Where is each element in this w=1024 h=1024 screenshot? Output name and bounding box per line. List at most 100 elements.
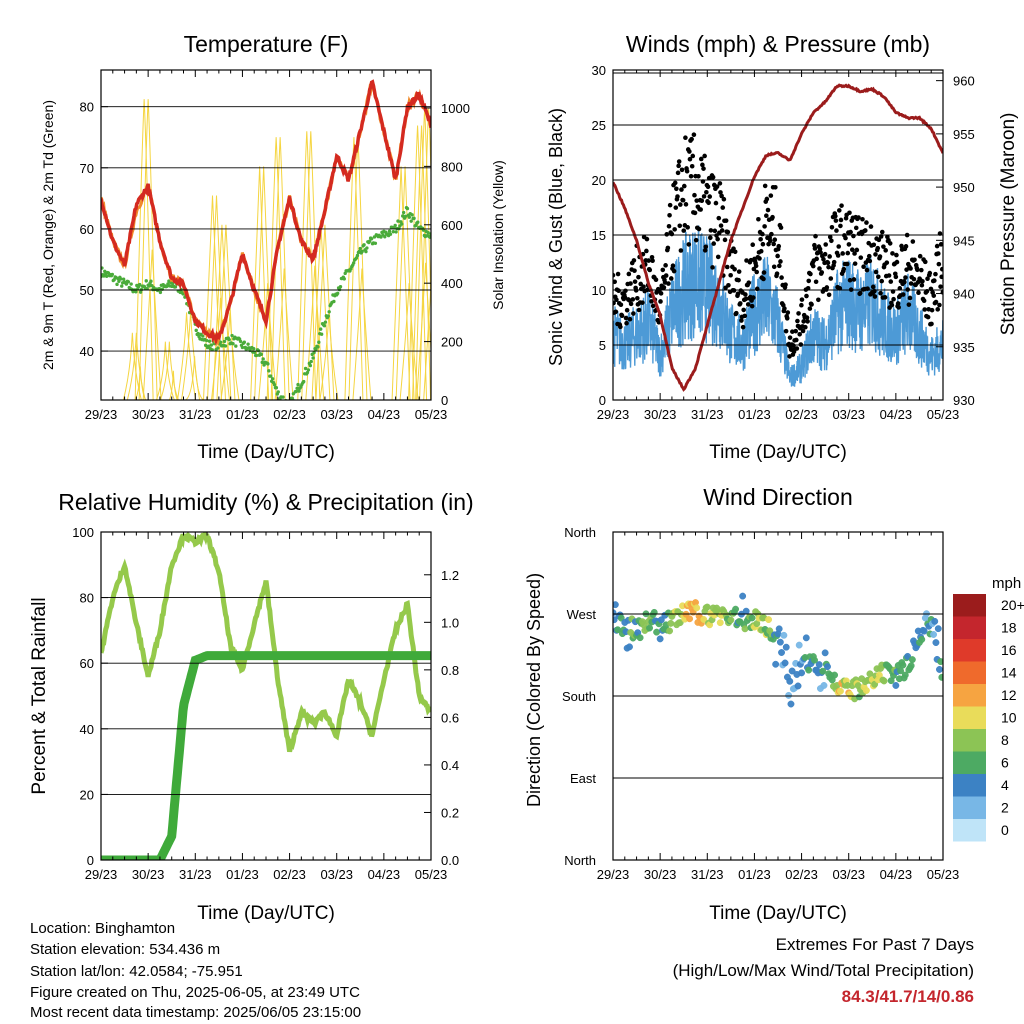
gust-point: [833, 218, 839, 223]
gust-point: [749, 303, 755, 309]
gust-point: [714, 233, 719, 238]
gust-point: [769, 231, 774, 237]
gust-point: [816, 297, 821, 303]
direction-point: [819, 667, 827, 675]
winds-plot-area: [613, 83, 943, 392]
gust-point: [870, 284, 876, 290]
gust-point: [803, 324, 808, 330]
dewpoint-point: [240, 345, 245, 350]
direction-point: [936, 666, 943, 673]
gust-point: [933, 271, 938, 277]
gust-point: [670, 263, 676, 269]
gust-point: [857, 290, 863, 296]
dewpoint-point: [144, 279, 148, 283]
temperature-ytick-label: 40: [80, 344, 94, 359]
station-pressure-line: [613, 83, 943, 392]
gust-point: [635, 295, 640, 301]
direction-ylabel-left: Direction (Colored By Speed): [524, 573, 544, 807]
gust-point: [784, 316, 790, 321]
gust-point: [664, 232, 670, 237]
gust-point: [721, 196, 727, 202]
gust-point: [663, 273, 669, 278]
gust-point: [725, 229, 731, 235]
gust-point: [851, 277, 857, 282]
colorbar-swatch: [953, 729, 986, 752]
direction-ytick-label: West: [567, 607, 597, 622]
gust-point: [794, 346, 800, 351]
winds-ylabel-left: Sonic Wind & Gust (Blue, Black): [546, 108, 566, 366]
direction-xtick-label: 01/23: [738, 867, 771, 882]
direction-point: [821, 649, 829, 657]
temperature-ytick-label: 70: [80, 161, 94, 176]
solar-insolation-line: [142, 249, 162, 400]
gust-point: [907, 295, 913, 301]
colorbar-label: 8: [1001, 732, 1009, 748]
gust-point: [920, 279, 925, 284]
gust-point: [624, 320, 629, 326]
gust-point: [837, 286, 843, 291]
dewpoint-point: [104, 274, 109, 278]
gust-point: [702, 248, 708, 253]
gust-point: [810, 263, 816, 269]
gust-point: [908, 281, 914, 286]
gust-point: [710, 265, 715, 270]
humidity-xtick-label: 02/23: [273, 867, 306, 882]
dewpoint-point: [387, 229, 392, 233]
direction-point: [613, 601, 619, 609]
gust-point: [689, 163, 695, 169]
gust-point: [726, 282, 731, 288]
gust-point: [618, 324, 623, 330]
gust-point: [777, 263, 782, 269]
gust-point: [675, 194, 680, 199]
gust-point: [667, 212, 672, 218]
gust-point: [692, 192, 697, 198]
direction-point: [931, 617, 939, 625]
gust-point: [672, 180, 678, 186]
gust-point: [787, 335, 793, 340]
gust-point: [676, 159, 682, 164]
dewpoint-point: [342, 277, 346, 281]
gust-point: [841, 266, 847, 272]
direction-point: [862, 687, 870, 694]
solar-insolation-line: [254, 166, 274, 400]
gust-point: [731, 288, 737, 293]
gust-point: [823, 242, 829, 247]
solar-insolation-line: [301, 131, 321, 400]
gust-point: [835, 253, 841, 258]
dewpoint-point: [294, 389, 298, 394]
dewpoint-point: [270, 377, 275, 381]
gust-point: [613, 300, 616, 306]
gust-point: [932, 278, 937, 283]
dewpoint-point: [394, 230, 398, 234]
dewpoint-point: [206, 344, 211, 348]
dewpoint-point: [416, 220, 420, 224]
gust-point: [849, 247, 855, 253]
humidity-plot-area: [101, 532, 431, 860]
info-timestamp: Most recent data timestamp: 2025/06/05 2…: [30, 1004, 362, 1021]
gust-point: [704, 189, 709, 195]
gust-point: [696, 173, 701, 179]
dewpoint-point: [157, 286, 162, 291]
gust-point: [737, 301, 743, 306]
gust-point: [844, 261, 850, 267]
gust-point: [804, 293, 809, 299]
winds-ytick-right-label: 955: [953, 127, 975, 142]
solar-insolation-line: [185, 356, 204, 400]
humidity-xtick-label: 01/23: [226, 867, 259, 882]
gust-point: [806, 278, 812, 284]
gust-point: [808, 271, 813, 277]
gust-point: [624, 307, 630, 313]
gust-point: [854, 247, 860, 253]
direction-point: [907, 662, 915, 670]
direction-point: [880, 677, 888, 685]
gust-point: [838, 217, 844, 223]
direction-xtick-label: 30/23: [644, 867, 677, 882]
gust-point: [675, 170, 681, 176]
gust-point: [877, 254, 883, 259]
dewpoint-point: [134, 290, 138, 294]
gust-point: [939, 266, 943, 272]
gust-point: [627, 316, 633, 322]
gust-point: [933, 299, 939, 305]
gust-point: [698, 207, 703, 212]
direction-ytick-label: South: [562, 689, 596, 704]
